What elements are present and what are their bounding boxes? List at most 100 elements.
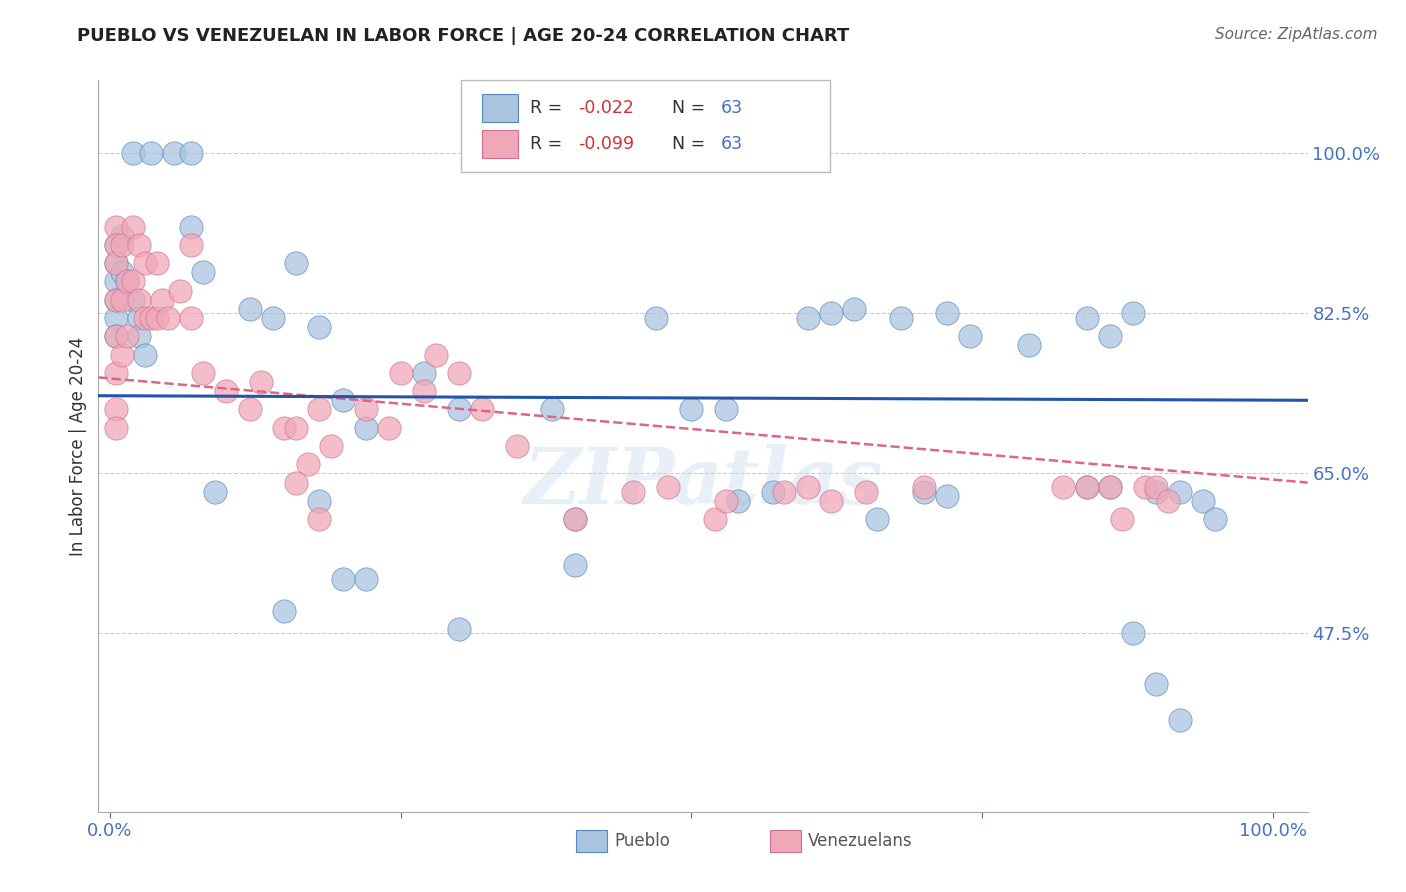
- Point: [1157, 494, 1180, 508]
- Text: N =: N =: [661, 99, 710, 117]
- Point: [191, 265, 214, 279]
- Point: [104, 219, 127, 234]
- Text: PUEBLO VS VENEZUELAN IN LABOR FORCE | AGE 20-24 CORRELATION CHART: PUEBLO VS VENEZUELAN IN LABOR FORCE | AG…: [77, 27, 849, 45]
- Point: [820, 494, 842, 508]
- Point: [447, 622, 470, 636]
- Point: [273, 603, 295, 617]
- Point: [354, 402, 377, 417]
- Point: [716, 494, 738, 508]
- Point: [104, 329, 127, 343]
- Point: [150, 293, 173, 307]
- Point: [866, 512, 889, 526]
- Point: [111, 293, 134, 307]
- Point: [1168, 484, 1191, 499]
- Point: [104, 293, 127, 307]
- Point: [762, 484, 785, 499]
- Point: [413, 384, 436, 399]
- Point: [239, 402, 262, 417]
- Point: [308, 494, 330, 508]
- Point: [122, 146, 145, 161]
- Point: [239, 301, 262, 316]
- Point: [844, 301, 866, 316]
- Point: [139, 311, 162, 326]
- Point: [773, 484, 796, 499]
- Point: [716, 402, 738, 417]
- Point: [104, 421, 127, 435]
- Point: [117, 275, 139, 289]
- Point: [621, 484, 644, 499]
- Point: [180, 237, 202, 252]
- Point: [308, 320, 330, 334]
- Text: N =: N =: [661, 135, 710, 153]
- Point: [134, 347, 156, 362]
- Point: [1098, 480, 1121, 494]
- Point: [1098, 329, 1121, 343]
- Point: [727, 494, 749, 508]
- Point: [936, 489, 959, 503]
- Point: [111, 347, 134, 362]
- Point: [540, 402, 562, 417]
- Point: [354, 572, 377, 586]
- Point: [354, 421, 377, 435]
- Point: [104, 275, 127, 289]
- Point: [104, 366, 127, 380]
- Point: [1122, 306, 1144, 320]
- FancyBboxPatch shape: [769, 830, 801, 852]
- Point: [413, 366, 436, 380]
- Text: Pueblo: Pueblo: [614, 832, 671, 850]
- Point: [122, 219, 145, 234]
- Point: [104, 256, 127, 270]
- Text: ZIPatlas: ZIPatlas: [523, 444, 883, 521]
- Point: [936, 306, 959, 320]
- FancyBboxPatch shape: [461, 80, 830, 171]
- Point: [657, 480, 679, 494]
- Point: [681, 402, 703, 417]
- Point: [285, 475, 308, 490]
- Point: [1111, 512, 1133, 526]
- Point: [134, 311, 156, 326]
- FancyBboxPatch shape: [482, 95, 517, 122]
- Point: [273, 421, 295, 435]
- Point: [389, 366, 412, 380]
- Point: [128, 329, 150, 343]
- Point: [157, 311, 180, 326]
- Point: [104, 293, 127, 307]
- Point: [1168, 714, 1191, 728]
- Point: [820, 306, 842, 320]
- Point: [1144, 480, 1167, 494]
- Text: -0.022: -0.022: [578, 99, 634, 117]
- Point: [134, 256, 156, 270]
- Point: [332, 572, 354, 586]
- Point: [297, 457, 319, 471]
- Text: R =: R =: [530, 135, 568, 153]
- Point: [425, 347, 447, 362]
- Text: Source: ZipAtlas.com: Source: ZipAtlas.com: [1215, 27, 1378, 42]
- Point: [564, 512, 586, 526]
- Point: [145, 256, 167, 270]
- Point: [122, 293, 145, 307]
- Point: [215, 384, 238, 399]
- Text: -0.099: -0.099: [578, 135, 634, 153]
- Point: [564, 558, 586, 572]
- Point: [128, 311, 150, 326]
- Point: [912, 484, 935, 499]
- Point: [111, 265, 134, 279]
- Point: [111, 237, 134, 252]
- Point: [1133, 480, 1156, 494]
- Y-axis label: In Labor Force | Age 20-24: In Labor Force | Age 20-24: [69, 336, 87, 556]
- Point: [250, 375, 273, 389]
- Point: [796, 311, 818, 326]
- Point: [1192, 494, 1215, 508]
- Point: [447, 402, 470, 417]
- Point: [959, 329, 981, 343]
- Point: [180, 311, 202, 326]
- Point: [163, 146, 186, 161]
- Point: [308, 402, 330, 417]
- Point: [104, 237, 127, 252]
- Point: [180, 219, 202, 234]
- Point: [1144, 484, 1167, 499]
- Text: Venezuelans: Venezuelans: [808, 832, 912, 850]
- Point: [104, 402, 127, 417]
- Text: 63: 63: [721, 99, 744, 117]
- Point: [104, 256, 127, 270]
